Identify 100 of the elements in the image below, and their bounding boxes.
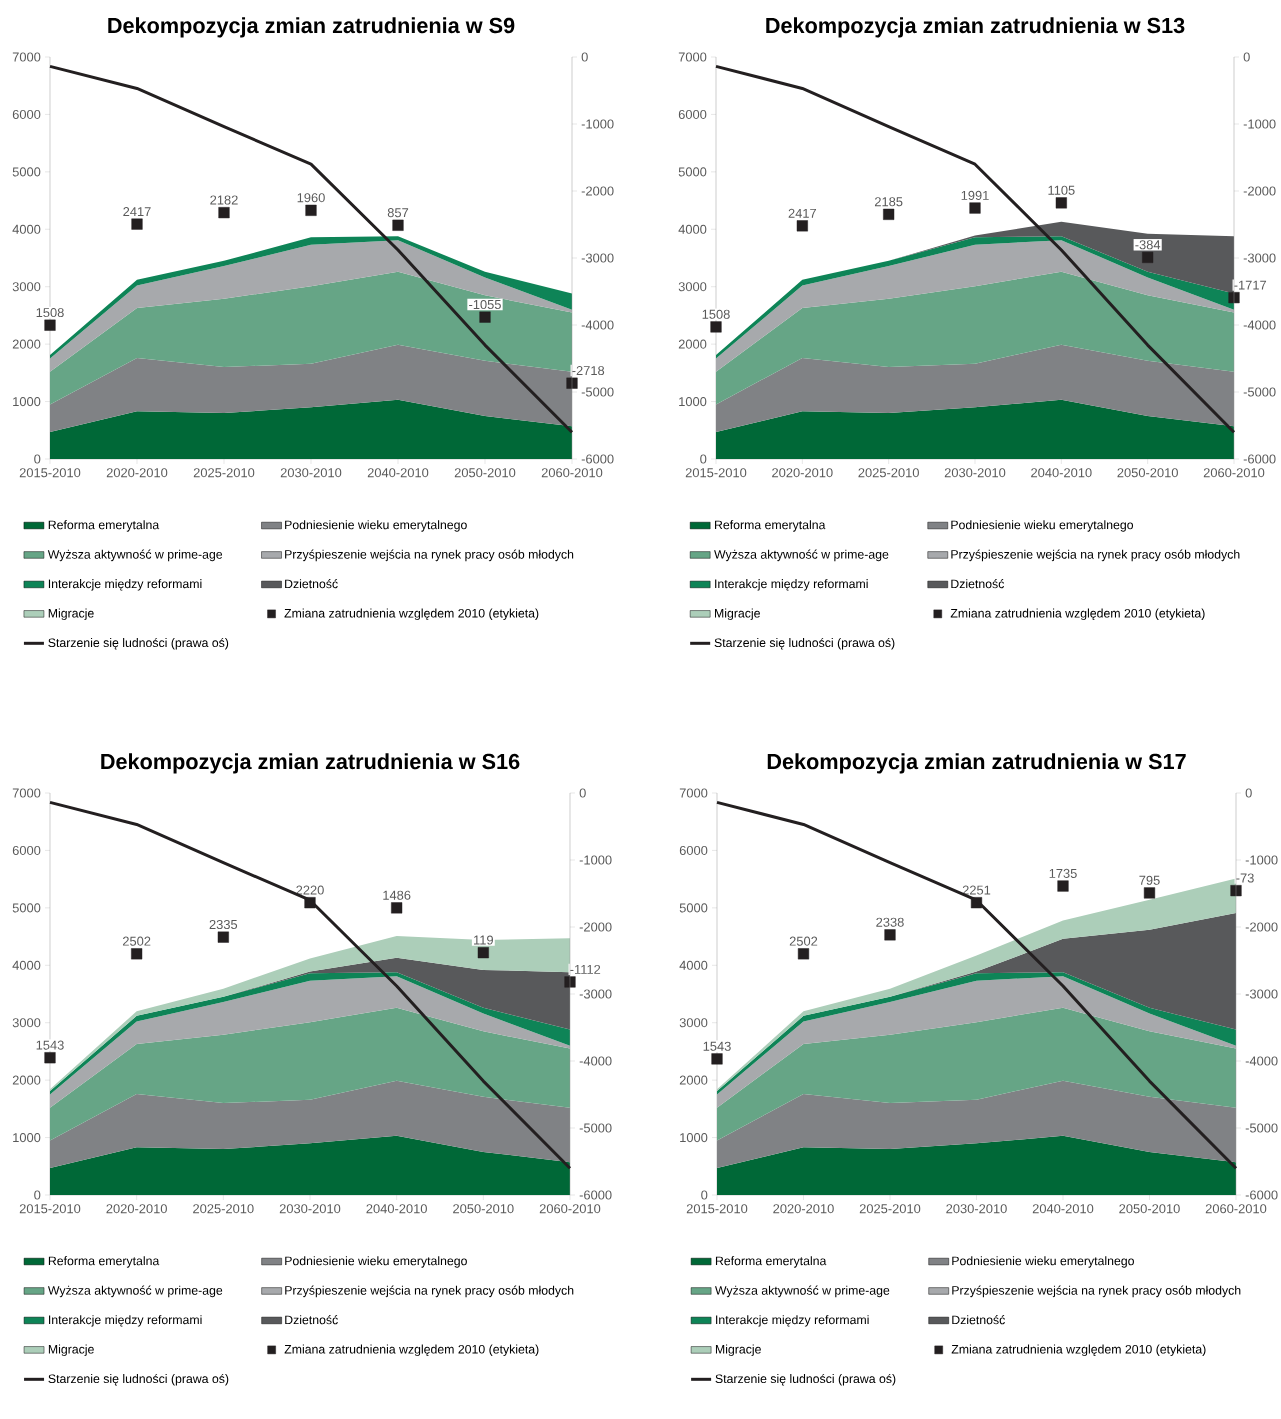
y-tick-label: 6000 <box>12 109 41 119</box>
point <box>564 976 576 988</box>
y2-tick-label: -1000 <box>1245 855 1278 865</box>
y-tick-label: 0 <box>34 454 41 464</box>
y2-tick-label: -5000 <box>1245 1123 1278 1133</box>
point <box>797 948 810 960</box>
annotation: -384 <box>1135 240 1161 250</box>
point <box>711 1053 723 1065</box>
point <box>1230 885 1242 897</box>
annotation: 795 <box>1139 875 1160 885</box>
y2-tick-label: 0 <box>1245 788 1252 798</box>
y-tick-label: 6000 <box>679 845 708 855</box>
annotation: 2251 <box>962 885 991 895</box>
y-tick-label: 6000 <box>678 109 707 119</box>
point <box>710 321 722 333</box>
legend-label: Interakcje między reformami <box>716 1315 869 1327</box>
legend-label: Zmiana zatrudnienia względem 2010 (etykieta) <box>284 608 539 621</box>
y2-tick-label: -1000 <box>1243 119 1276 129</box>
point <box>884 929 896 941</box>
y2-tick-label: -2000 <box>581 186 614 196</box>
chart-title: Dekompozycja zmian zatrudnienia w S9 <box>108 17 515 38</box>
x-tick-label: 2025-2010 <box>193 1204 254 1214</box>
x-tick-label: 2030-2010 <box>944 468 1006 478</box>
chart-title: Dekompozycja zmian zatrudnienia w S13 <box>766 17 1185 38</box>
y-tick-label: 0 <box>34 1190 41 1200</box>
point <box>131 218 143 230</box>
point <box>969 202 981 214</box>
y2-tick-label: -4000 <box>1243 320 1276 330</box>
annotation: 2182 <box>210 195 238 205</box>
legend-label: Migracje <box>715 608 760 621</box>
annotation: 1486 <box>383 890 411 900</box>
x-tick-label: 2060-2010 <box>541 468 603 478</box>
point <box>883 208 895 220</box>
legend-label: Migracje <box>48 1344 94 1357</box>
legend-label: Starzenie się ludności (prawa oś) <box>48 1373 229 1386</box>
x-tick-label: 2015-2010 <box>19 468 81 478</box>
legend-label: Dzietność <box>952 1315 1005 1325</box>
point <box>131 948 143 960</box>
annotation: 2220 <box>296 885 324 895</box>
x-tick-label: 2020-2010 <box>773 1204 834 1214</box>
x-tick-label: 2030-2010 <box>280 468 342 478</box>
annotation: 1508 <box>702 309 730 319</box>
legend-label: Interakcje między reformami <box>49 1315 202 1327</box>
y-tick-label: 2000 <box>12 339 41 349</box>
y2-tick-label: 0 <box>1243 52 1250 62</box>
y-tick-label: 2000 <box>679 1075 708 1085</box>
legend-label: Dzietność <box>951 579 1005 589</box>
y-tick-label: 2000 <box>12 1075 41 1085</box>
y-tick-label: 3000 <box>678 282 707 292</box>
y-tick-label: 4000 <box>679 960 708 970</box>
y2-tick-label: -2000 <box>1245 922 1278 932</box>
y-tick-label: 5000 <box>679 903 708 913</box>
legend-label: Starzenie się ludności (prawa oś) <box>714 637 895 650</box>
y-tick-label: 3000 <box>12 282 41 292</box>
legend-label: Dzietność <box>285 579 338 589</box>
y-tick-label: 4000 <box>678 224 707 234</box>
legend-label: Podniesienie wieku emerytalnego <box>951 520 1134 532</box>
legend-label: Wyższa aktywność w prime-age <box>47 549 223 562</box>
y2-tick-label: 0 <box>579 788 586 798</box>
legend-label: Wyższa aktywność w prime-age <box>47 1285 223 1298</box>
point <box>44 1052 56 1064</box>
annotation: -2718 <box>572 366 605 376</box>
annotation: 1991 <box>961 190 989 200</box>
x-tick-label: 2025-2010 <box>193 468 255 478</box>
legend-label: Zmiana zatrudnienia względem 2010 (etykieta) <box>284 1344 539 1357</box>
chart-title: Dekompozycja zmian zatrudnienia w S17 <box>767 753 1186 774</box>
y2-tick-label: -1000 <box>579 855 612 865</box>
x-tick-label: 2040-2010 <box>366 1204 427 1214</box>
point <box>1143 887 1156 899</box>
point <box>218 207 230 219</box>
x-tick-label: 2020-2010 <box>106 1204 167 1214</box>
annotation: 2417 <box>788 208 817 218</box>
legend-label: Reforma emerytalna <box>715 1256 827 1268</box>
y-tick-label: 3000 <box>12 1018 41 1028</box>
y-tick-label: 7000 <box>12 52 41 62</box>
legend-label: Zmiana zatrudnienia względem 2010 (etykieta) <box>951 1344 1206 1357</box>
x-tick-label: 2040-2010 <box>1032 1204 1094 1214</box>
legend-label: Interakcje między reformami <box>715 579 868 591</box>
annotation: -73 <box>1236 873 1254 883</box>
x-tick-label: 2040-2010 <box>367 468 429 478</box>
annotation: 2185 <box>874 197 903 207</box>
point <box>305 204 317 216</box>
point <box>1055 197 1067 209</box>
legend-label: Reforma emerytalna <box>48 520 160 532</box>
legend-label: Przyśpieszenie wejścia na rynek pracy osób młodych <box>951 549 1240 562</box>
y2-tick-label: -2000 <box>1243 186 1276 196</box>
point <box>217 931 229 943</box>
x-tick-label: 2015-2010 <box>686 1204 748 1214</box>
y2-tick-label: -5000 <box>579 1123 612 1133</box>
x-tick-label: 2015-2010 <box>685 468 747 478</box>
annotation: -1112 <box>570 964 601 974</box>
annotation: 2502 <box>122 936 151 946</box>
x-tick-label: 2060-2010 <box>1205 1204 1267 1214</box>
x-tick-label: 2040-2010 <box>1031 468 1092 478</box>
y-tick-label: 1000 <box>13 1133 41 1143</box>
legend-label: Zmiana zatrudnienia względem 2010 (etykieta) <box>950 608 1205 621</box>
annotation: 2502 <box>789 936 818 946</box>
x-tick-label: 2020-2010 <box>106 468 168 478</box>
y2-tick-label: -4000 <box>1245 1056 1278 1066</box>
y-tick-label: 0 <box>700 454 707 464</box>
